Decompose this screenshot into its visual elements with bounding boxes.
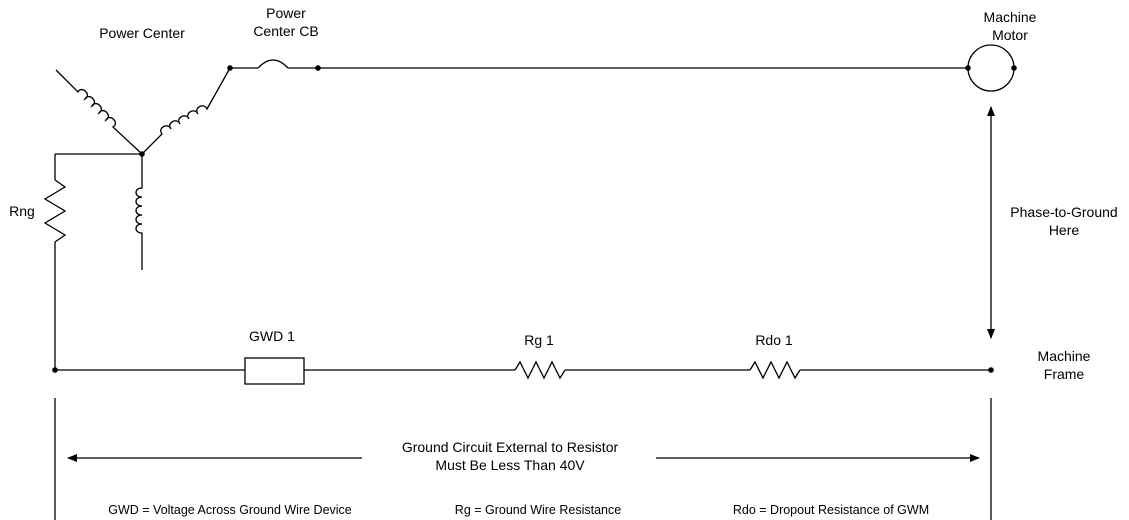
power-center-cb-label-line1: Power — [266, 5, 306, 21]
phase-to-ground-label-line2: Here — [1049, 222, 1080, 238]
machine-motor-label-line2: Motor — [992, 27, 1028, 43]
machine-motor-label-line1: Machine — [984, 9, 1037, 25]
rng-label: Rng — [9, 203, 35, 219]
rdo1-resistor — [749, 360, 801, 380]
winding-upper-left — [55, 69, 143, 155]
winding-upper-right — [141, 67, 231, 155]
gwd1-label: GWD 1 — [249, 328, 295, 344]
legend-rdo: Rdo = Dropout Resistance of GWM — [733, 503, 929, 517]
ngr-branch — [43, 153, 142, 373]
power-center-cb-label-line2: Center CB — [253, 23, 318, 39]
motor-symbol — [967, 44, 1015, 92]
rg1-resistor — [514, 360, 566, 380]
ground-circuit-label-line2: Must Be Less Than 40V — [435, 457, 585, 473]
machine-frame-label-line1: Machine — [1038, 348, 1091, 364]
legend-gwd: GWD = Voltage Across Ground Wire Device — [108, 503, 352, 517]
ground-circuit — [55, 357, 994, 385]
machine-frame-node — [988, 367, 994, 373]
power-center-label: Power Center — [99, 25, 185, 41]
rg1-label: Rg 1 — [524, 332, 554, 348]
power-center-transformer — [55, 67, 231, 270]
machine-motor — [965, 44, 1017, 92]
rng-resistor — [43, 179, 67, 243]
machine-frame-label-line2: Frame — [1044, 366, 1085, 382]
gwd1-device — [244, 357, 305, 385]
legend-rg: Rg = Ground Wire Resistance — [455, 503, 621, 517]
ground-circuit-label-line1: Ground Circuit External to Resistor — [402, 439, 619, 455]
phase-line — [227, 59, 968, 71]
phase-to-ground-label-line1: Phase-to-Ground — [1010, 204, 1117, 220]
rdo1-label: Rdo 1 — [755, 332, 793, 348]
circuit-breaker — [257, 59, 289, 69]
winding-lower — [135, 154, 143, 270]
